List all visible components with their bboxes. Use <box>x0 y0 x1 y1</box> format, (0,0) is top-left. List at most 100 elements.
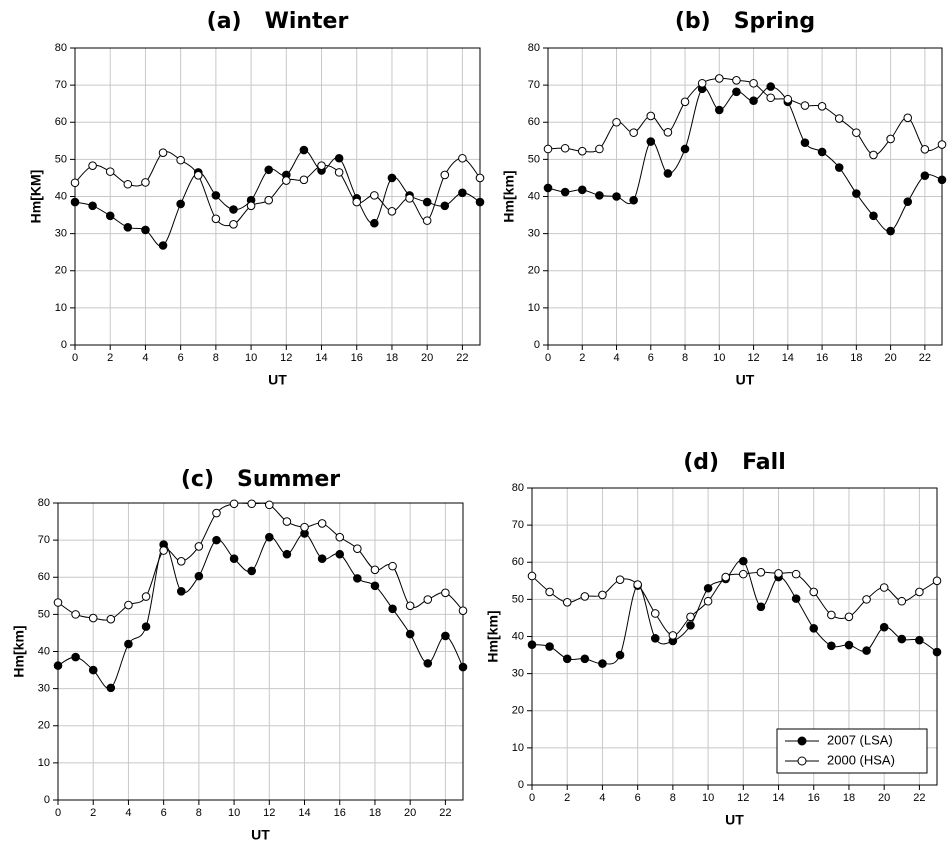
data-point <box>817 147 827 157</box>
data-point <box>827 610 836 620</box>
panel: (d) Fall 0 10 20 30 40 50 60 70 80 0 2 4 6 8 10 12 14 16 18… <box>485 450 942 828</box>
data-point <box>388 604 397 614</box>
data-point <box>862 595 871 604</box>
data-point <box>903 113 913 123</box>
data-point <box>862 646 871 655</box>
x-tick-label: 4 <box>125 807 131 819</box>
x-tick-label: 6 <box>635 792 641 804</box>
y-tick-label: 0 <box>61 339 67 351</box>
data-point <box>920 171 930 181</box>
y-tick-label: 50 <box>55 153 67 165</box>
plot-frame <box>531 487 938 786</box>
x-tick-label: 0 <box>545 352 551 364</box>
data-point <box>527 640 537 649</box>
x-tick-label: 22 <box>439 807 451 819</box>
panel: (a) Winter 0 10 20 30 40 50 60 70 80 0 2 4 6 8 10 12 14 16… <box>28 9 485 388</box>
data-point <box>475 173 485 183</box>
data-point <box>405 629 415 639</box>
data-point <box>646 111 656 121</box>
data-point <box>852 128 861 137</box>
y-tick-label: 40 <box>512 630 524 642</box>
data-point <box>88 161 97 170</box>
data-point <box>732 87 741 97</box>
data-point <box>560 187 570 197</box>
x-tick-label: 2 <box>107 352 113 364</box>
data-point <box>88 613 98 623</box>
chart-title: (b) Spring <box>675 9 815 34</box>
data-point <box>869 211 878 221</box>
x-tick-label: 2 <box>564 792 570 804</box>
x-tick-label: 10 <box>702 792 714 804</box>
x-tick-label: 4 <box>599 792 605 804</box>
data-point <box>141 622 151 631</box>
plot-frame <box>74 47 481 346</box>
data-point <box>229 220 238 229</box>
data-point <box>193 171 203 180</box>
data-point <box>141 225 150 235</box>
data-point <box>176 199 185 209</box>
data-point <box>229 205 238 214</box>
data-point <box>458 662 468 672</box>
data-point <box>53 661 63 670</box>
data-point <box>334 168 344 177</box>
y-tick-label: 70 <box>55 79 67 91</box>
data-point <box>886 226 895 236</box>
x-tick-label: 6 <box>648 352 654 364</box>
x-tick-label: 0 <box>55 807 61 819</box>
data-point <box>124 600 133 610</box>
x-tick-label: 16 <box>351 352 363 364</box>
y-tick-label: 20 <box>38 720 50 732</box>
x-tick-label: 8 <box>213 352 219 364</box>
x-tick-label: 18 <box>386 352 398 364</box>
data-point <box>615 575 625 584</box>
data-point <box>749 78 758 88</box>
x-tick-label: 8 <box>670 792 676 804</box>
data-point <box>387 173 397 183</box>
x-tick-label: 8 <box>682 352 688 364</box>
x-tick-label: 20 <box>884 352 896 364</box>
data-point <box>562 654 572 664</box>
data-point <box>932 647 942 657</box>
y-tick-label: 80 <box>38 497 50 509</box>
data-point <box>886 134 895 144</box>
data-point <box>595 191 604 200</box>
data-point <box>423 595 433 604</box>
data-point <box>715 105 724 115</box>
data-point <box>834 114 844 123</box>
y-tick-label: 20 <box>528 265 540 277</box>
data-point <box>668 631 678 640</box>
data-point <box>915 635 924 645</box>
data-point <box>176 556 186 566</box>
data-point <box>800 138 810 147</box>
legend-box <box>776 728 928 774</box>
x-tick-label: 2 <box>579 352 585 364</box>
y-tick-label: 30 <box>55 228 67 240</box>
data-point <box>282 517 292 526</box>
data-point <box>844 640 854 650</box>
y-axis-label: Hm[KM] <box>28 170 44 224</box>
data-point <box>920 145 930 154</box>
x-tick-label: 22 <box>456 352 468 364</box>
data-point <box>370 191 379 200</box>
data-point <box>71 610 80 619</box>
data-point <box>440 170 450 180</box>
data-point <box>458 606 468 615</box>
data-point <box>545 587 554 597</box>
data-point <box>791 569 801 579</box>
x-tick-label: 0 <box>529 792 535 804</box>
data-point <box>580 654 590 664</box>
data-point <box>282 549 292 559</box>
data-point <box>422 216 432 225</box>
data-point <box>106 683 116 693</box>
y-tick-label: 80 <box>528 42 540 54</box>
data-point <box>686 621 695 630</box>
data-point <box>703 596 713 606</box>
x-tick-label: 6 <box>161 807 167 819</box>
data-point <box>650 609 660 618</box>
y-tick-label: 60 <box>55 116 67 128</box>
chart-title: (a) Winter <box>207 9 349 34</box>
series-line <box>531 559 938 665</box>
data-point <box>809 587 819 597</box>
data-point <box>141 178 150 187</box>
data-point <box>783 94 793 104</box>
